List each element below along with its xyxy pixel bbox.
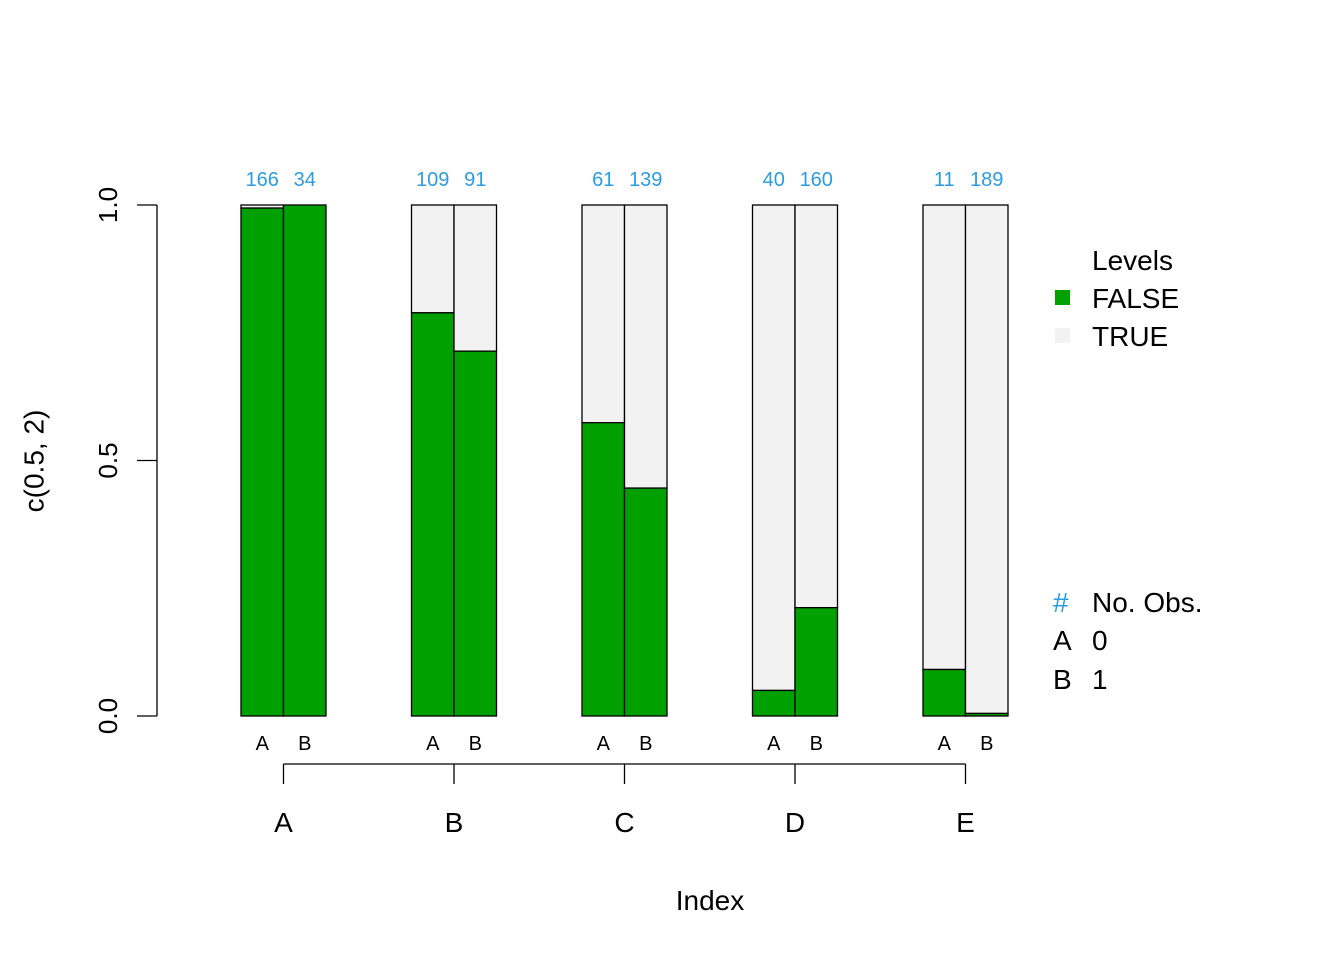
bar-subcategory-label: B: [639, 733, 652, 755]
y-tick-label: 0.5: [93, 442, 123, 478]
x-group-label: B: [445, 807, 464, 838]
legend-obs-title: No. Obs.: [1092, 587, 1202, 618]
legend-label-false: FALSE: [1092, 283, 1179, 314]
bar-segment-true: [922, 204, 967, 671]
x-axis-title: Index: [676, 885, 745, 916]
bar-segment-true: [794, 204, 839, 609]
legend-obs-key-a: A: [1053, 625, 1072, 656]
bar-count-label: 189: [970, 169, 1003, 191]
legend-obs-symbol: #: [1053, 587, 1069, 618]
bar-segment-false: [410, 312, 455, 717]
bar-segment-false: [623, 487, 668, 717]
bar-count-label: 109: [416, 169, 449, 191]
bar-subcategory-label: A: [426, 733, 440, 755]
y-tick-label: 1.0: [93, 187, 123, 223]
bar-subcategory-label: B: [298, 733, 311, 755]
bar-segment-false: [922, 668, 967, 717]
bar-count-label: 160: [800, 169, 833, 191]
bar-segment-false: [751, 689, 796, 717]
bar-count-label: 166: [246, 169, 279, 191]
bar-segment-false: [794, 607, 839, 717]
bar-segment-true: [453, 204, 498, 352]
legend-obs-value-b: 1: [1092, 664, 1108, 695]
y-tick-label: 0.0: [93, 698, 123, 734]
x-group-label: A: [274, 807, 293, 838]
bar-segment-false: [964, 712, 1009, 717]
legend-obs-value-a: 0: [1092, 625, 1108, 656]
x-group-label: E: [956, 807, 975, 838]
bar-count-label: 139: [629, 169, 662, 191]
legend: Levels FALSE TRUE # No. Obs. A 0 B 1: [1053, 245, 1202, 695]
bar-count-label: 61: [592, 169, 614, 191]
bar-subcategory-label: A: [256, 733, 270, 755]
bar-subcategory-label: A: [767, 733, 781, 755]
legend-levels-title: Levels: [1092, 245, 1173, 276]
legend-label-true: TRUE: [1092, 321, 1168, 352]
bar-subcategory-label: B: [980, 733, 993, 755]
bar-subcategory-label: B: [810, 733, 823, 755]
x-group-label: D: [785, 807, 805, 838]
bar-subcategory-label: B: [469, 733, 482, 755]
bar-count-label: 11: [934, 169, 955, 191]
bar-segment-true: [623, 204, 668, 489]
bar-segment-true: [410, 204, 455, 314]
bar-segment-true: [964, 204, 1009, 715]
plot-area: 0.0 0.5 1.0 c(0.5, 2) Index A 166 B 34 A 109 B 91 A 61…: [18, 169, 1009, 916]
bar-subcategory-label: A: [597, 733, 611, 755]
legend-swatch-true: [1055, 328, 1070, 343]
bar-segment-false: [581, 422, 626, 717]
bar-count-label: 91: [464, 169, 486, 191]
bar-segment-false: [282, 204, 327, 717]
legend-obs-key-b: B: [1053, 664, 1072, 695]
y-axis-title: c(0.5, 2): [18, 410, 49, 513]
x-group-label: C: [614, 807, 634, 838]
bar-segment-false: [453, 350, 498, 717]
bar-count-label: 40: [763, 169, 785, 191]
bar-subcategory-label: A: [938, 733, 952, 755]
legend-swatch-false: [1055, 290, 1070, 305]
bar-count-label: 34: [294, 169, 316, 191]
bar-segment-true: [581, 204, 626, 424]
bar-segment-true: [751, 204, 796, 692]
bar-segment-false: [240, 207, 285, 717]
